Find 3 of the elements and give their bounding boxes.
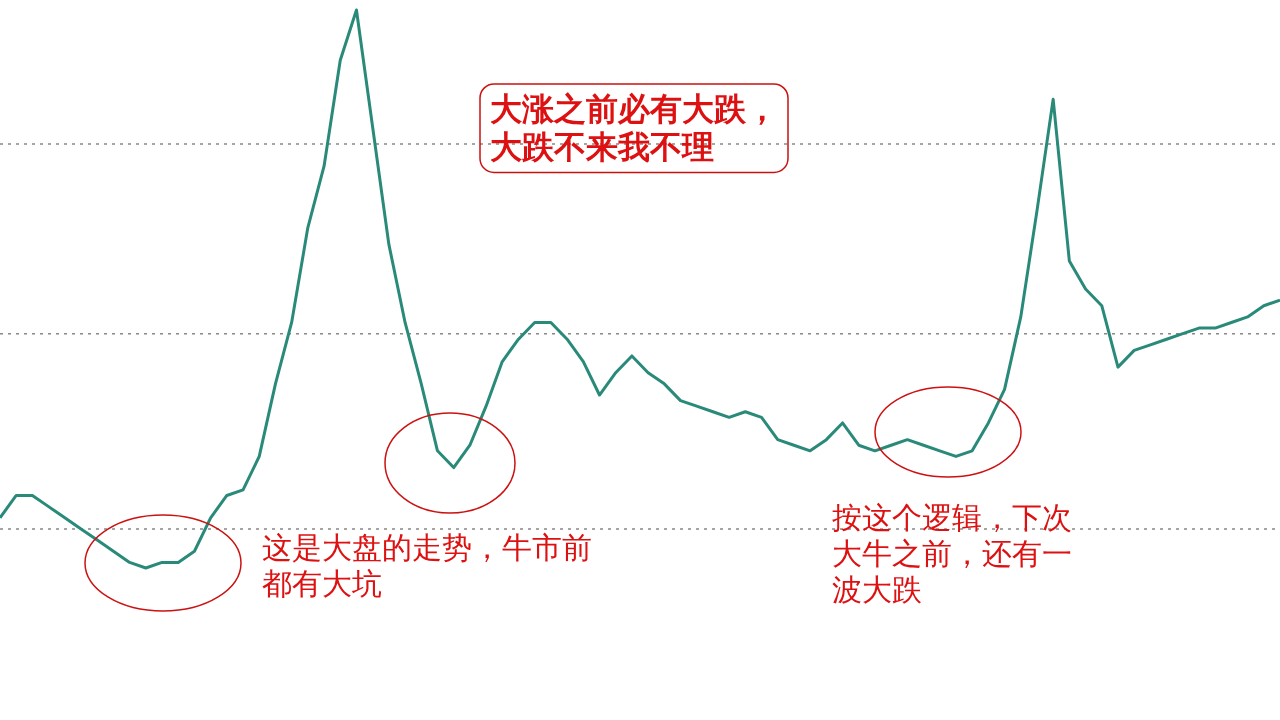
annotation: 这是大盘的走势，牛市前都有大坑 <box>262 530 592 601</box>
annotation: 按这个逻辑，下次大牛之前，还有一波大跌 <box>832 500 1072 607</box>
annotation: 大涨之前必有大跌，大跌不来我不理 <box>490 90 778 167</box>
